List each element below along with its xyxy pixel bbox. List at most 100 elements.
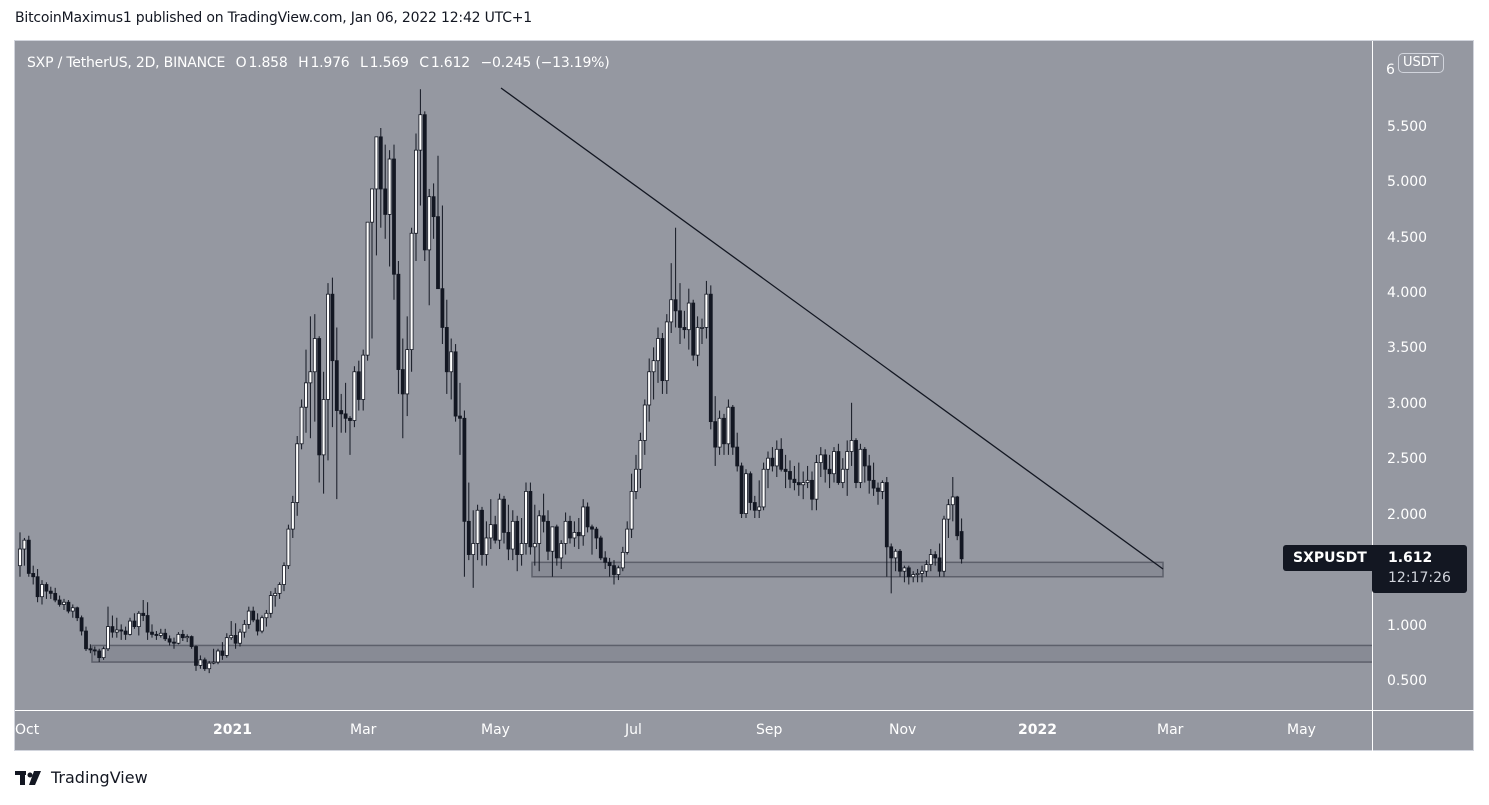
- bear-candle: [612, 565, 616, 575]
- price-tick: 3.000: [1387, 396, 1428, 412]
- bull-candle: [510, 520, 515, 550]
- change-value: −0.245 (−13.19%): [480, 55, 610, 71]
- bull-candle: [664, 321, 669, 382]
- bull-candle: [902, 567, 907, 572]
- bull-candle: [224, 637, 229, 656]
- bull-candle: [207, 662, 212, 670]
- bear-candle: [440, 288, 445, 328]
- bull-candle: [642, 404, 647, 441]
- bull-candle: [669, 299, 674, 323]
- bear-candle: [959, 531, 964, 560]
- bull-candle: [581, 506, 586, 537]
- bull-candle: [185, 636, 190, 639]
- support-zone-lower: [91, 644, 1372, 663]
- price-tick: 1.000: [1387, 618, 1428, 634]
- bear-candle: [528, 491, 533, 548]
- bear-candle: [515, 520, 520, 555]
- bull-candle: [295, 443, 300, 503]
- bull-candle: [849, 440, 854, 452]
- bear-candle: [594, 528, 599, 539]
- bear-candle: [220, 650, 225, 656]
- bull-candle: [625, 528, 630, 553]
- bear-candle: [884, 482, 889, 548]
- bull-candle: [286, 528, 291, 567]
- bear-candle: [598, 537, 603, 559]
- time-tick: May: [481, 722, 510, 738]
- candlestick-plot[interactable]: [15, 41, 1372, 710]
- bear-candle: [167, 638, 172, 643]
- bear-candle: [317, 338, 322, 456]
- bull-candle: [928, 554, 933, 565]
- bear-candle: [898, 550, 902, 572]
- bull-candle: [700, 327, 704, 329]
- bull-candle: [299, 406, 304, 445]
- time-tick: Mar: [1157, 722, 1184, 738]
- bear-candle: [92, 649, 97, 652]
- last-price-value: 1.612: [1388, 550, 1433, 566]
- bear-candle: [502, 498, 506, 533]
- bear-candle: [735, 446, 740, 467]
- bear-candle: [673, 299, 678, 312]
- bull-candle: [290, 502, 295, 530]
- bull-candle: [308, 371, 313, 384]
- bull-candle: [840, 468, 845, 483]
- time-tick: Sep: [756, 722, 783, 738]
- bear-candle: [251, 610, 256, 621]
- bull-candle: [832, 451, 836, 475]
- bear-candle: [88, 648, 93, 651]
- bull-candle: [911, 574, 916, 578]
- bull-candle: [282, 565, 286, 585]
- bear-candle: [383, 188, 388, 215]
- symbol-label[interactable]: SXP / TetherUS, 2D, BINANCE: [27, 55, 226, 71]
- currency-unit-button[interactable]: USDT: [1398, 53, 1444, 73]
- bull-candle: [242, 623, 247, 633]
- bear-candle: [554, 526, 559, 559]
- bear-candle: [97, 650, 102, 659]
- time-axis[interactable]: [15, 710, 1372, 751]
- bull-candle: [405, 349, 410, 395]
- bear-candle: [422, 114, 427, 251]
- bull-candle: [532, 543, 537, 548]
- bull-candle: [915, 573, 920, 575]
- bear-candle: [480, 509, 484, 555]
- bull-candle: [818, 454, 823, 464]
- bull-candle: [766, 457, 770, 470]
- bull-candle: [757, 506, 762, 511]
- bear-candle: [810, 479, 814, 500]
- bull-candle: [304, 382, 308, 408]
- bear-candle: [444, 327, 449, 373]
- bull-candle: [22, 539, 27, 550]
- bull-candle: [409, 232, 414, 350]
- bear-candle: [585, 506, 590, 528]
- time-tick: Oct: [15, 722, 40, 738]
- bull-candle: [352, 371, 357, 421]
- bear-candle: [453, 351, 458, 417]
- bull-candle: [101, 648, 106, 659]
- bear-candle: [792, 478, 797, 483]
- bear-candle: [607, 561, 612, 567]
- bull-candle: [62, 601, 66, 605]
- low-value: 1.569: [369, 55, 409, 71]
- bull-candle: [260, 617, 264, 632]
- chart-pane[interactable]: [15, 41, 1372, 710]
- bear-candle: [836, 451, 841, 483]
- bear-candle: [75, 607, 80, 619]
- time-tick: Jul: [625, 722, 642, 738]
- price-tick: 0.500: [1387, 673, 1428, 689]
- bear-candle: [678, 310, 682, 328]
- tradingview-logo[interactable]: TradingView: [15, 768, 148, 787]
- close-value: 1.612: [430, 55, 470, 71]
- bear-candle: [862, 448, 867, 467]
- bear-candle: [145, 615, 150, 633]
- bull-candle: [845, 451, 850, 470]
- bear-candle: [378, 136, 383, 190]
- bear-candle: [796, 482, 801, 486]
- bull-candle: [427, 196, 432, 251]
- price-axis[interactable]: [1372, 41, 1474, 710]
- price-tick: 2.500: [1387, 451, 1428, 467]
- bull-candle: [638, 440, 643, 470]
- bear-candle: [343, 413, 348, 419]
- bear-candle: [330, 293, 335, 362]
- bear-candle: [396, 273, 401, 370]
- high-value: 1.976: [310, 55, 350, 71]
